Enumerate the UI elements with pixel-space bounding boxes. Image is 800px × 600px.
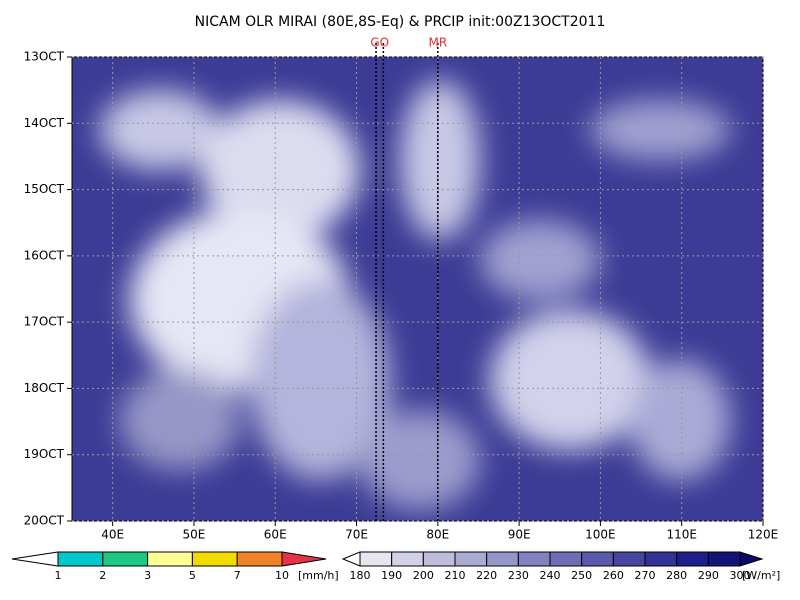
colorbar-label: 260 bbox=[603, 569, 624, 582]
colorbar-box bbox=[644, 551, 678, 567]
y-tick-label: 20OCT bbox=[24, 514, 65, 528]
y-tick-label: 18OCT bbox=[24, 381, 65, 395]
colorbar-box bbox=[454, 551, 488, 567]
colorbar-label: 210 bbox=[445, 569, 466, 582]
y-tick-label: 15OCT bbox=[24, 182, 65, 196]
colorbar-box bbox=[102, 551, 149, 567]
x-tick-label: 50E bbox=[183, 528, 206, 542]
x-tick-label: 100E bbox=[585, 528, 616, 542]
colorbar-box bbox=[359, 551, 393, 567]
colorbar-box bbox=[581, 551, 614, 567]
colorbar-label: 240 bbox=[540, 569, 561, 582]
colorbar-label: 200 bbox=[413, 569, 434, 582]
x-tick-label: 60E bbox=[264, 528, 287, 542]
colorbar-box bbox=[676, 551, 709, 567]
colorbar-label: 300 bbox=[730, 569, 751, 582]
colorbar-box bbox=[549, 551, 583, 567]
colorbar-label: 1 bbox=[55, 569, 62, 582]
x-tick-label: 80E bbox=[426, 528, 449, 542]
y-tick-label: 17OCT bbox=[24, 315, 65, 329]
colorbar-box bbox=[707, 551, 741, 567]
colorbar-box bbox=[517, 551, 551, 567]
colorbar-unit: [mm/h] bbox=[298, 569, 339, 582]
colorbar-label: 7 bbox=[234, 569, 241, 582]
colorbar-label: 3 bbox=[144, 569, 151, 582]
colorbar-box bbox=[391, 551, 424, 567]
colorbar-extend-high bbox=[739, 551, 764, 567]
colorbar-label: 250 bbox=[571, 569, 592, 582]
colorbar-label: 270 bbox=[635, 569, 656, 582]
y-tick-label: 16OCT bbox=[24, 248, 65, 262]
chart-title: NICAM OLR MIRAI (80E,8S-Eq) & PRCIP init… bbox=[195, 14, 606, 30]
marker-label: GO bbox=[370, 36, 389, 50]
colorbar-box bbox=[486, 551, 519, 567]
colorbar-label: 180 bbox=[350, 569, 371, 582]
colorbar-label: 290 bbox=[698, 569, 719, 582]
x-tick-label: 120E bbox=[748, 528, 779, 542]
colorbar-extend-high bbox=[281, 551, 327, 567]
cloud-texture bbox=[100, 80, 730, 510]
colorbar-label: 190 bbox=[381, 569, 402, 582]
colorbar-box bbox=[57, 551, 104, 567]
colorbar-label: 280 bbox=[666, 569, 687, 582]
colorbar-label: 10 bbox=[275, 569, 289, 582]
colorbar-box bbox=[612, 551, 646, 567]
colorbar-unit: [W/m²] bbox=[742, 569, 780, 582]
x-tick-label: 40E bbox=[101, 528, 124, 542]
y-tick-label: 19OCT bbox=[24, 447, 65, 461]
colorbar-box bbox=[236, 551, 283, 567]
colorbar-extend-low bbox=[341, 551, 361, 567]
x-tick-label: 70E bbox=[345, 528, 368, 542]
colorbar-extend-low bbox=[11, 551, 59, 567]
marker-label: MR bbox=[428, 36, 447, 50]
colorbar-label: 220 bbox=[476, 569, 497, 582]
y-tick-label: 13OCT bbox=[24, 50, 65, 64]
colorbar-label: 2 bbox=[99, 569, 106, 582]
colorbar-label: 5 bbox=[189, 569, 196, 582]
y-tick-label: 14OCT bbox=[24, 116, 65, 130]
x-tick-label: 110E bbox=[666, 528, 697, 542]
colorbar-box bbox=[191, 551, 238, 567]
colorbar-label: 230 bbox=[508, 569, 529, 582]
x-tick-label: 90E bbox=[508, 528, 531, 542]
colorbar-box bbox=[147, 551, 193, 567]
colorbar-box bbox=[422, 551, 456, 567]
